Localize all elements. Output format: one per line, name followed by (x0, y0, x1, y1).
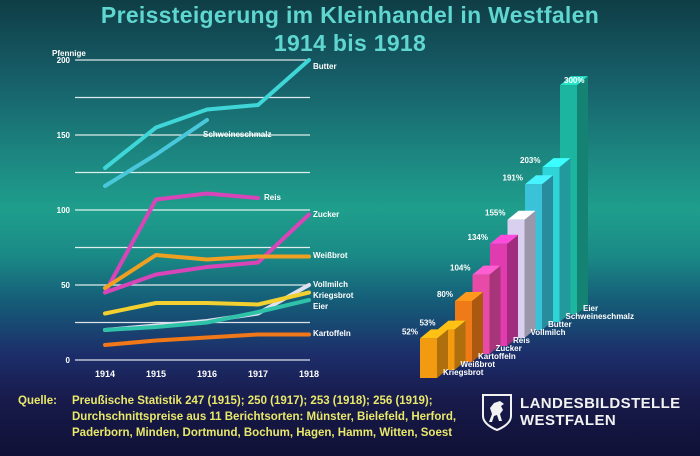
x-tick-label: 1918 (299, 369, 319, 379)
x-tick-label: 1915 (146, 369, 166, 379)
y-tick-label: 150 (57, 131, 71, 140)
bar-top (542, 158, 571, 168)
bar-side (472, 291, 483, 362)
bar-category-label: Butter (548, 320, 572, 329)
bar-side (454, 320, 466, 370)
bar-top (507, 210, 536, 220)
series-label-eier: Eier (313, 302, 328, 311)
source-label: Quelle: (18, 395, 57, 407)
bar-value-label: 80% (437, 290, 453, 299)
logo-line-1: LANDESBILDSTELLE (520, 395, 681, 412)
bar-value-label: 52% (402, 327, 418, 336)
bar-category-label: Vollmilch (531, 328, 566, 337)
x-tick-label: 1916 (197, 369, 217, 379)
bar-kriegsbrot (420, 329, 448, 378)
source-line-1: Preußische Statistik 247 (1915); 250 (19… (72, 395, 433, 407)
series-line-weissbrot (103, 253, 311, 290)
bar-top (437, 320, 466, 330)
source-line-3: Paderborn, Minden, Dortmund, Bochum, Hag… (72, 427, 453, 439)
series-line-kartoffeln (103, 332, 311, 347)
bar-value-label: 191% (503, 173, 523, 182)
y-tick-label: 200 (57, 56, 71, 65)
bar-side (559, 158, 571, 322)
series-label-schweineschmalz: Schweineschmalz (203, 130, 271, 139)
bar-side (542, 175, 553, 330)
bar-top (420, 329, 448, 339)
bar-category-label: Eier (583, 304, 598, 313)
bar-top (560, 76, 588, 86)
bar-side (437, 329, 448, 378)
series-label-kriegsbrot: Kriegsbrot (313, 291, 354, 300)
series-label-butter: Butter (313, 62, 337, 71)
bar-top (490, 234, 518, 244)
bar-category-label: Zucker (496, 344, 522, 353)
bar-category-label: Schweineschmalz (566, 312, 634, 321)
bar-value-label: 300% (564, 76, 584, 85)
series-label-kartoffeln: Kartoffeln (313, 329, 351, 338)
series-label-zucker: Zucker (313, 210, 339, 219)
chart-subtitle: 1914 bis 1918 (273, 30, 427, 56)
bar-category-label: Weißbrot (461, 360, 496, 369)
bar-category-label: Kartoffeln (478, 352, 516, 361)
y-axis-label: Pfennige (52, 49, 86, 58)
bar-side (577, 76, 588, 314)
series-label-reis: Reis (264, 193, 281, 202)
series-line-eier (103, 298, 311, 332)
source-line-2: Durchschnittspreise aus 11 Berichtsorten… (72, 411, 457, 423)
bar-side (507, 234, 518, 346)
y-tick-label: 100 (57, 206, 71, 215)
series-label-weissbrot: Weißbrot (313, 251, 348, 260)
x-tick-label: 1917 (248, 369, 268, 379)
bar-category-label: Kriegsbrot (443, 368, 484, 377)
bar-value-label: 104% (450, 264, 470, 273)
bar-value-label: 203% (520, 156, 540, 165)
y-tick-label: 0 (66, 356, 71, 365)
series-line-butter (103, 58, 311, 170)
series-line-schweineschmalz (103, 118, 209, 188)
series-line-kriegsbrot (103, 290, 311, 316)
bar-side (524, 210, 536, 338)
bar-front (420, 338, 437, 378)
series-line-zucker (103, 212, 311, 295)
bar-top (455, 291, 483, 301)
logo-line-2: WESTFALEN (520, 412, 617, 429)
x-tick-label: 1914 (95, 369, 115, 379)
bar-value-label: 155% (485, 209, 505, 218)
chart-title: Preissteigerung im Kleinhandel in Westfa… (100, 2, 600, 28)
y-tick-label: 50 (61, 281, 70, 290)
bar-value-label: 53% (419, 319, 435, 328)
bar-top (525, 175, 553, 185)
bar-category-label: Reis (513, 336, 530, 345)
horse-emblem-icon (482, 394, 512, 432)
bar-side (489, 265, 501, 354)
series-label-vollmilch: Vollmilch (313, 280, 348, 289)
bar-value-label: 134% (468, 233, 488, 242)
series-line-reis (103, 191, 260, 295)
bar-top (472, 265, 501, 275)
